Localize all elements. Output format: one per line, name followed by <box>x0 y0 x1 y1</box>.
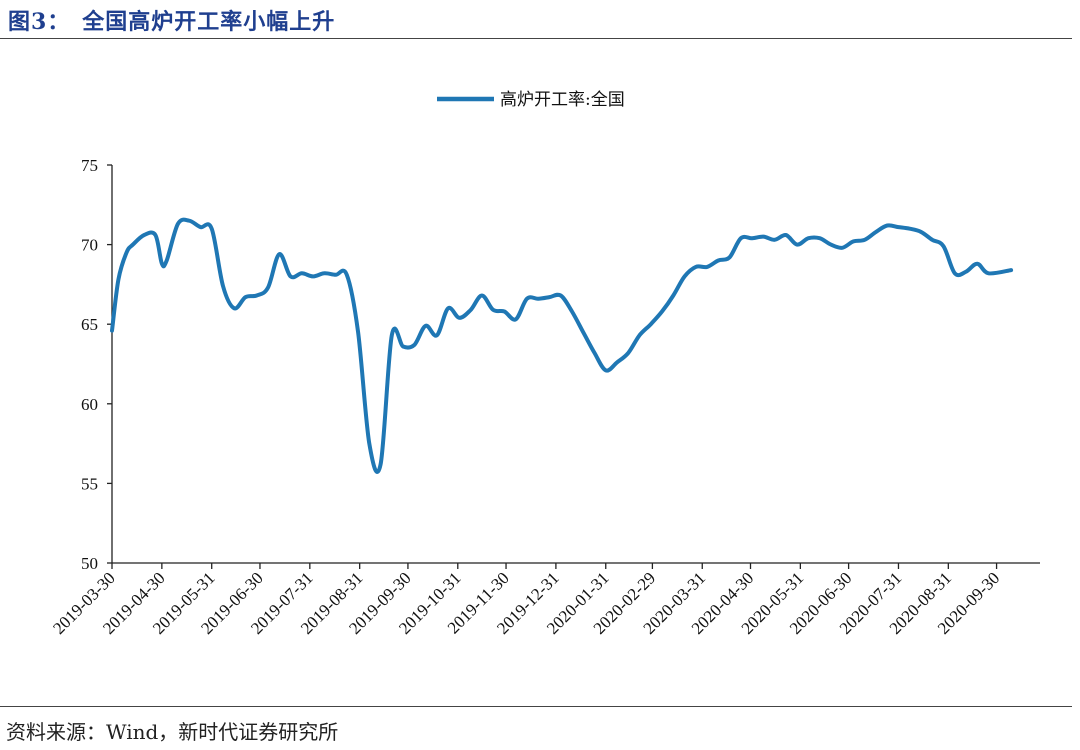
legend-label: 高炉开工率:全国 <box>500 90 625 110</box>
line-chart: 5055606570752019-03-302019-04-302019-05-… <box>49 90 1040 638</box>
y-tick-label: 60 <box>81 395 98 414</box>
title-divider <box>0 38 1072 39</box>
series-layer <box>110 217 1014 474</box>
source-note: 资料来源：Wind，新时代证券研究所 <box>6 720 339 744</box>
y-tick-label: 55 <box>81 474 98 493</box>
source-divider <box>0 706 1072 707</box>
y-tick-label: 70 <box>81 236 98 255</box>
axes <box>107 164 1040 569</box>
tick-labels: 5055606570752019-03-302019-04-302019-05-… <box>49 156 1003 638</box>
legend: 高炉开工率:全国 <box>437 90 625 110</box>
figure-title: 图3： 全国高炉开工率小幅上升 <box>8 9 336 35</box>
series-line <box>110 217 1014 474</box>
y-tick-label: 65 <box>81 315 98 334</box>
y-tick-label: 50 <box>81 554 98 573</box>
y-tick-label: 75 <box>81 156 98 175</box>
